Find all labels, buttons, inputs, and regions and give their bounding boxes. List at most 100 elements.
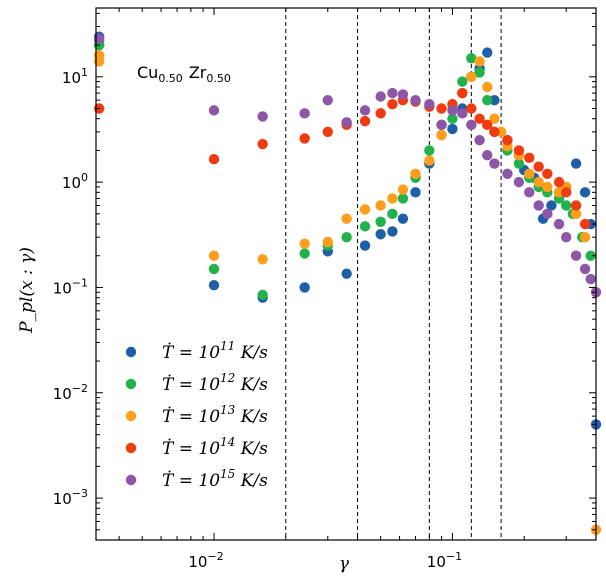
data-point-series-2 xyxy=(466,53,477,64)
y-tick-label: 10−3 xyxy=(53,487,88,508)
data-point-series-3 xyxy=(257,254,268,265)
data-point-series-5 xyxy=(436,119,447,131)
data-point-series-2 xyxy=(359,221,371,232)
data-point-series-4 xyxy=(561,187,572,198)
data-point-series-3 xyxy=(553,187,565,198)
x-axis-label: γ xyxy=(339,554,350,574)
y-tick-label: 10−2 xyxy=(53,382,88,403)
data-point-series-4 xyxy=(579,218,591,230)
data-point-series-5 xyxy=(359,105,371,116)
legend-marker-series-4 xyxy=(125,442,137,454)
data-point-series-2 xyxy=(457,76,468,87)
data-point-series-1 xyxy=(579,187,591,198)
data-point-series-3 xyxy=(299,238,310,249)
data-point-series-1 xyxy=(359,240,371,251)
data-point-series-5 xyxy=(387,87,398,99)
data-point-series-2 xyxy=(424,145,435,156)
data-point-series-4 xyxy=(208,154,220,165)
y-tick-label: 10−1 xyxy=(53,276,88,297)
data-point-series-3 xyxy=(387,193,398,204)
data-point-series-5 xyxy=(513,176,525,188)
annotation-sub-1: 0.50 xyxy=(158,72,183,85)
data-point-series-5 xyxy=(447,105,458,116)
data-point-series-1 xyxy=(208,280,220,291)
x-tick-label: 10−1 xyxy=(427,550,462,571)
data-point-series-5 xyxy=(208,105,220,116)
data-point-series-2 xyxy=(341,231,352,243)
data-point-series-5 xyxy=(322,94,333,106)
data-point-series-1 xyxy=(570,158,582,169)
data-point-series-4 xyxy=(513,145,525,156)
data-point-series-5 xyxy=(424,98,435,110)
data-point-series-4 xyxy=(322,126,333,138)
legend-label-series-1: Ṫ = 1011 K/s xyxy=(162,339,268,363)
data-point-series-1 xyxy=(341,268,352,279)
data-point-series-3 xyxy=(410,168,421,179)
data-point-series-5 xyxy=(579,263,591,275)
legend-label-series-2: Ṫ = 1012 K/s xyxy=(162,371,268,395)
y-tick-labels: 10−3 10−2 10−1 100 101 xyxy=(53,66,88,508)
legend-marker-series-2 xyxy=(125,378,137,390)
data-point-series-4 xyxy=(375,108,386,119)
data-point-series-4 xyxy=(474,113,485,124)
annotation-sub-2: 0.50 xyxy=(206,72,231,85)
data-point-series-3 xyxy=(208,250,220,261)
data-point-series-4 xyxy=(553,176,565,188)
legend-marker-series-5 xyxy=(125,474,137,486)
data-point-series-5 xyxy=(397,89,409,100)
data-point-series-2 xyxy=(585,250,596,261)
data-point-series-4 xyxy=(359,115,371,127)
x-tick-labels: 10−2 10−1 xyxy=(188,550,462,571)
plot-frame xyxy=(95,7,597,541)
data-point-series-2 xyxy=(561,200,572,211)
data-point-series-2 xyxy=(447,113,458,124)
data-point-series-5 xyxy=(482,150,493,161)
data-point-series-5 xyxy=(299,108,310,119)
data-point-series-4 xyxy=(533,161,544,172)
legend-label-series-3: Ṫ = 1013 K/s xyxy=(162,403,268,427)
data-point-series-2 xyxy=(482,94,493,106)
data-point-series-3 xyxy=(359,204,371,215)
data-point-series-3 xyxy=(489,113,500,124)
data-point-series-2 xyxy=(375,216,386,228)
data-point-series-4 xyxy=(542,168,553,179)
data-point-series-4 xyxy=(466,103,477,114)
data-point-series-1 xyxy=(397,213,409,224)
data-point-series-4 xyxy=(482,119,493,131)
data-point-series-3 xyxy=(579,231,591,243)
legend-label-series-5: Ṫ = 1015 K/s xyxy=(162,467,268,491)
legend-marker-series-1 xyxy=(125,346,137,358)
data-point-series-2 xyxy=(299,248,310,259)
data-point-series-1 xyxy=(447,123,458,135)
annotation-base-1: Cu xyxy=(137,63,158,82)
data-point-series-5 xyxy=(570,250,582,261)
data-point-series-5 xyxy=(502,168,513,179)
data-point-series-5 xyxy=(410,94,421,106)
data-point-series-5 xyxy=(533,200,544,211)
data-point-series-4 xyxy=(387,98,398,110)
data-point-series-4 xyxy=(570,200,582,211)
data-point-series-3 xyxy=(533,176,544,188)
data-point-series-3 xyxy=(570,208,582,220)
data-point-series-4 xyxy=(457,87,468,99)
annotation-base-2: Zr xyxy=(189,63,207,82)
legend-label-series-4: Ṫ = 1014 K/s xyxy=(162,435,268,459)
data-point-series-1 xyxy=(387,226,398,237)
data-point-series-1 xyxy=(482,47,493,58)
data-point-series-4 xyxy=(436,103,447,114)
data-point-series-3 xyxy=(322,236,333,248)
data-points xyxy=(93,31,602,535)
vertical-reference-lines xyxy=(285,8,502,540)
data-point-series-3 xyxy=(341,213,352,224)
data-point-series-3 xyxy=(375,200,386,211)
data-point-series-5 xyxy=(585,273,596,285)
data-point-series-5 xyxy=(375,91,386,102)
data-point-series-4 xyxy=(524,152,535,164)
data-point-series-2 xyxy=(397,193,409,204)
data-point-series-3 xyxy=(424,155,435,166)
data-point-series-5 xyxy=(553,218,565,230)
data-point-series-5 xyxy=(341,117,352,128)
data-point-series-3 xyxy=(524,168,535,179)
data-point-series-2 xyxy=(208,263,220,275)
